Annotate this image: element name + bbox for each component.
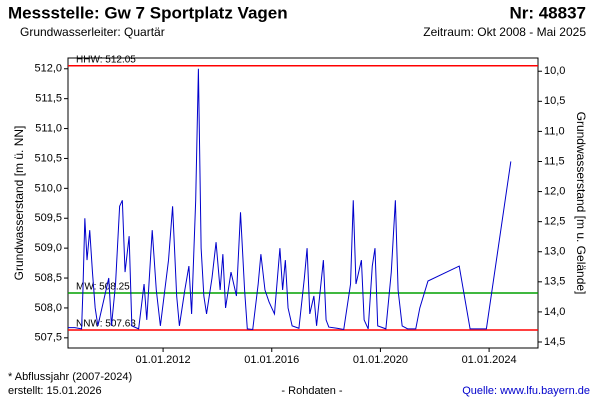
y-tick-label: 509,0 — [34, 242, 62, 254]
footnote: * Abflussjahr (2007-2024) — [8, 371, 132, 383]
data-line — [68, 68, 512, 331]
plot-area — [67, 57, 539, 349]
y2-tick-label: 11,5 — [544, 155, 565, 167]
y-tick-label: 510,0 — [34, 182, 62, 194]
reference-label: NNW: 507.63 — [76, 319, 136, 330]
chart-title: Messstelle: Gw 7 Sportplatz Vagen — [8, 3, 288, 22]
y2-tick-label: 14,5 — [544, 336, 565, 348]
y-tick-label: 508,0 — [34, 302, 62, 314]
station-number: Nr: 48837 — [509, 3, 586, 22]
y-tick-label: 512,0 — [34, 63, 62, 75]
x-tick-label: 01.01.2012 — [136, 354, 191, 366]
y2-tick-label: 13,5 — [544, 276, 565, 288]
y2-tick-label: 12,5 — [544, 216, 565, 228]
created-date: erstellt: 15.01.2026 — [8, 385, 102, 397]
y-axis-label: Grundwasserstand [m ü. NN] — [12, 126, 26, 281]
y2-tick-label: 13,0 — [544, 246, 565, 258]
reference-label: MW: 508.25 — [76, 282, 130, 293]
period: Zeitraum: Okt 2008 - Mai 2025 — [423, 25, 586, 39]
y2-axis-label: Grundwasserstand [m u. Gelände] — [574, 112, 588, 295]
y-tick-label: 508,5 — [34, 272, 62, 284]
data-type: - Rohdaten - — [281, 385, 342, 397]
y2-tick-label: 14,0 — [544, 306, 565, 318]
y-tick-label: 510,5 — [34, 152, 62, 164]
x-tick-label: 01.01.2016 — [244, 354, 299, 366]
y2-tick-label: 10,0 — [544, 65, 565, 77]
source: Quelle: www.lfu.bayern.de — [462, 385, 590, 397]
y2-tick-label: 12,0 — [544, 185, 565, 197]
y2-tick-label: 10,5 — [544, 95, 565, 107]
y2-tick-label: 11,0 — [544, 125, 565, 137]
subtitle: Grundwasserleiter: Quartär — [20, 25, 165, 39]
reference-label: HHW: 512.05 — [76, 54, 136, 65]
x-tick-label: 01.01.2024 — [462, 354, 517, 366]
y-tick-label: 511,0 — [35, 122, 62, 134]
x-tick-label: 01.01.2020 — [353, 354, 408, 366]
y-tick-label: 511,5 — [35, 93, 62, 105]
y-tick-label: 509,5 — [34, 212, 62, 224]
y-tick-label: 507,5 — [34, 332, 62, 344]
